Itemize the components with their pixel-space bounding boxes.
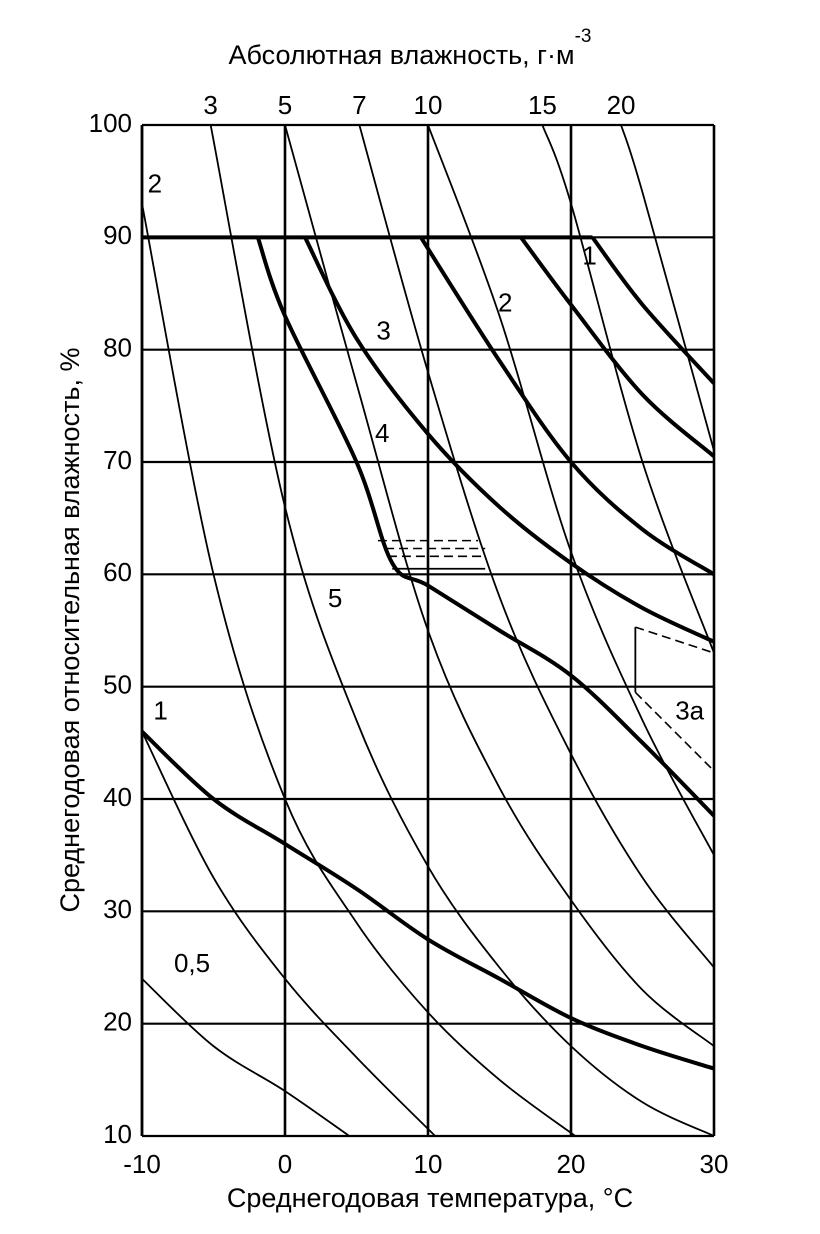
annotation: 3	[376, 316, 390, 346]
x-axis-label: Среднегодовая температура, °С	[227, 1183, 633, 1213]
curve-thin	[427, 124, 715, 856]
y-tick-label: 20	[103, 1007, 132, 1037]
annotation: 2	[498, 288, 512, 318]
annotation: 1	[582, 240, 596, 270]
curve-dashed	[635, 626, 715, 654]
isoline-label: 7	[352, 90, 366, 120]
x-tick-label: 10	[414, 1149, 443, 1179]
annotation: 4	[375, 418, 389, 448]
isoline-label: 3	[203, 90, 217, 120]
y-tick-label: 100	[89, 108, 132, 138]
y-tick-label: 90	[103, 220, 132, 250]
curve-thick	[303, 236, 715, 644]
x-tick-label: -10	[123, 1149, 161, 1179]
y-tick-label: 10	[103, 1119, 132, 1149]
curve-thin	[141, 203, 576, 1137]
x-tick-label: 30	[700, 1149, 729, 1179]
y-tick-label: 70	[103, 445, 132, 475]
curve-thick	[590, 236, 716, 385]
curve-dashed	[634, 691, 715, 772]
curve-thin	[541, 124, 715, 654]
curve-thin	[620, 124, 715, 452]
isoline-label: 5	[278, 90, 292, 120]
x-tick-label: 0	[278, 1149, 292, 1179]
annotation: 1	[153, 695, 167, 725]
y-axis-label: Среднегодовая относительная влажность, %	[55, 347, 85, 912]
isoline-label: 20	[607, 90, 636, 120]
curve-thin	[141, 731, 436, 1137]
y-tick-label: 30	[103, 894, 132, 924]
y-tick-label: 50	[103, 670, 132, 700]
curve-thin	[209, 124, 715, 1137]
curve-thick	[140, 730, 715, 1071]
annotation: 5	[328, 583, 342, 613]
y-tick-label: 80	[103, 333, 132, 363]
curve-thin	[141, 978, 350, 1137]
curve-thin	[358, 124, 715, 969]
top-axis-label: Абсолютная влажность, г·м	[229, 40, 575, 70]
y-tick-label: 40	[103, 782, 132, 812]
curve-thick	[255, 236, 716, 818]
isoline-label: 10	[414, 90, 443, 120]
curve-thick	[519, 236, 716, 458]
x-tick-label: 20	[557, 1149, 586, 1179]
isoline-label: 15	[528, 90, 557, 120]
annotation: 0,5	[174, 948, 210, 978]
top-axis-label-sup: -3	[575, 26, 592, 47]
annotation: 3а	[675, 695, 704, 725]
annotation: 2	[148, 169, 162, 199]
curve-thin	[284, 124, 715, 1047]
top-axis-title: Абсолютная влажность, г·м-3	[229, 26, 592, 70]
curve-thick	[419, 236, 716, 577]
y-tick-label: 60	[103, 557, 132, 587]
